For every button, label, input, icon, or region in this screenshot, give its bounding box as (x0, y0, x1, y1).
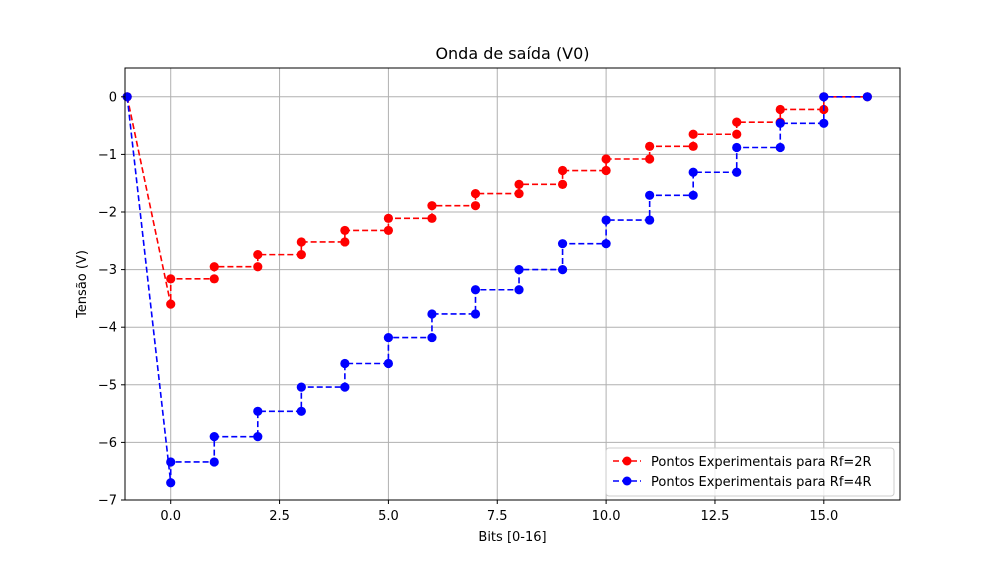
data-point-0-21 (601, 165, 611, 176)
data-point-1-29 (775, 142, 785, 153)
data-point-1-32 (819, 92, 829, 102)
y-tick-label: −4 (98, 321, 117, 336)
data-point-1-9 (340, 382, 350, 392)
data-point-0-9 (340, 237, 350, 247)
x-tick-label: 7.5 (487, 509, 508, 524)
data-point-1-23 (645, 215, 655, 225)
axis-ticks: 0.0 2.5 5.0 7.5 10.0 12.5 15.0 0 −1 −2 −3 −4 −5 −6 −7 (98, 90, 838, 524)
data-point-1-11 (383, 358, 394, 369)
y-tick-label: −3 (98, 263, 117, 278)
series-line-1 (126, 96, 868, 483)
data-point-1-27 (732, 167, 742, 177)
x-tick-label: 5.0 (378, 509, 399, 524)
y-tick-label: −5 (98, 378, 117, 393)
data-point-0-30 (775, 104, 785, 115)
data-point-1-31 (819, 118, 829, 128)
data-point-0-15 (470, 201, 481, 211)
chart-title: Onda de saída (V0) (435, 44, 589, 63)
data-point-0-7 (296, 250, 306, 260)
data-point-0-25 (688, 141, 698, 151)
plot-frame (124, 67, 901, 501)
data-point-1-16 (470, 285, 481, 295)
y-tick-label: −2 (98, 206, 117, 221)
data-point-0-27 (732, 129, 742, 139)
y-tick-label: −7 (98, 494, 117, 509)
data-point-1-22 (601, 215, 611, 225)
data-point-1-17 (514, 285, 524, 295)
data-point-0-19 (557, 179, 568, 189)
x-tick-label: 15.0 (809, 509, 838, 524)
data-point-1-25 (688, 190, 698, 200)
data-point-0-8 (296, 237, 306, 247)
data-point-1-3 (209, 457, 219, 467)
data-point-1-14 (427, 309, 437, 319)
data-point-1-15 (470, 309, 481, 319)
data-point-0-18 (514, 179, 524, 189)
data-point-0-12 (383, 213, 394, 223)
data-point-0-1 (166, 299, 176, 309)
legend-marker-rf2r (622, 456, 632, 466)
legend-label-rf2r: Pontos Experimentais para Rf=2R (651, 455, 872, 470)
data-point-0-23 (645, 154, 655, 164)
data-point-1-19 (557, 265, 568, 275)
y-axis-label: Tensão (V) (75, 250, 90, 319)
series-layer (122, 92, 872, 488)
x-tick-label: 2.5 (269, 509, 290, 524)
data-point-0-13 (427, 213, 437, 223)
data-point-1-20 (557, 239, 568, 249)
y-tick-label: −1 (98, 148, 117, 163)
data-point-0-4 (209, 262, 219, 272)
data-point-0-10 (340, 225, 350, 236)
data-point-0-6 (253, 250, 263, 260)
data-point-1-24 (645, 190, 655, 200)
legend: Pontos Experimentais para Rf=2R Pontos E… (605, 447, 895, 497)
data-point-0-14 (427, 201, 437, 211)
data-point-1-26 (688, 167, 698, 177)
y-tick-label: −6 (98, 436, 117, 451)
data-point-1-2 (166, 457, 176, 467)
data-point-0-3 (209, 274, 219, 284)
data-point-0-16 (470, 188, 481, 199)
data-point-1-8 (296, 382, 306, 392)
data-point-0-24 (645, 141, 655, 151)
x-tick-label: 0.0 (160, 509, 181, 524)
data-point-0-11 (383, 225, 394, 236)
legend-label-rf4r: Pontos Experimentais para Rf=4R (651, 475, 872, 490)
data-point-0-2 (166, 274, 176, 284)
y-tick-label: 0 (109, 90, 117, 105)
data-point-1-30 (775, 118, 785, 128)
x-axis-label: Bits [0-16] (478, 530, 546, 545)
data-point-1-5 (253, 432, 263, 442)
x-tick-label: 12.5 (700, 509, 729, 524)
data-point-0-26 (688, 129, 698, 139)
legend-marker-rf4r (622, 476, 632, 486)
data-point-1-18 (514, 265, 524, 275)
data-point-1-28 (732, 142, 742, 153)
data-point-0-20 (557, 165, 568, 176)
data-point-1-4 (209, 432, 219, 442)
data-point-0-5 (253, 262, 263, 272)
data-point-1-12 (383, 332, 394, 343)
data-point-1-13 (427, 332, 437, 343)
series-line-0 (126, 96, 868, 305)
data-point-1-1 (166, 478, 176, 488)
legend-box (605, 447, 895, 497)
data-point-0-22 (601, 154, 611, 164)
data-point-1-6 (253, 406, 263, 416)
data-point-1-10 (340, 358, 350, 369)
x-tick-label: 10.0 (592, 509, 621, 524)
data-point-1-21 (601, 239, 611, 249)
data-point-0-17 (514, 188, 524, 199)
data-point-1-33 (862, 92, 872, 102)
data-point-1-7 (296, 406, 306, 416)
data-point-0-28 (732, 117, 742, 127)
